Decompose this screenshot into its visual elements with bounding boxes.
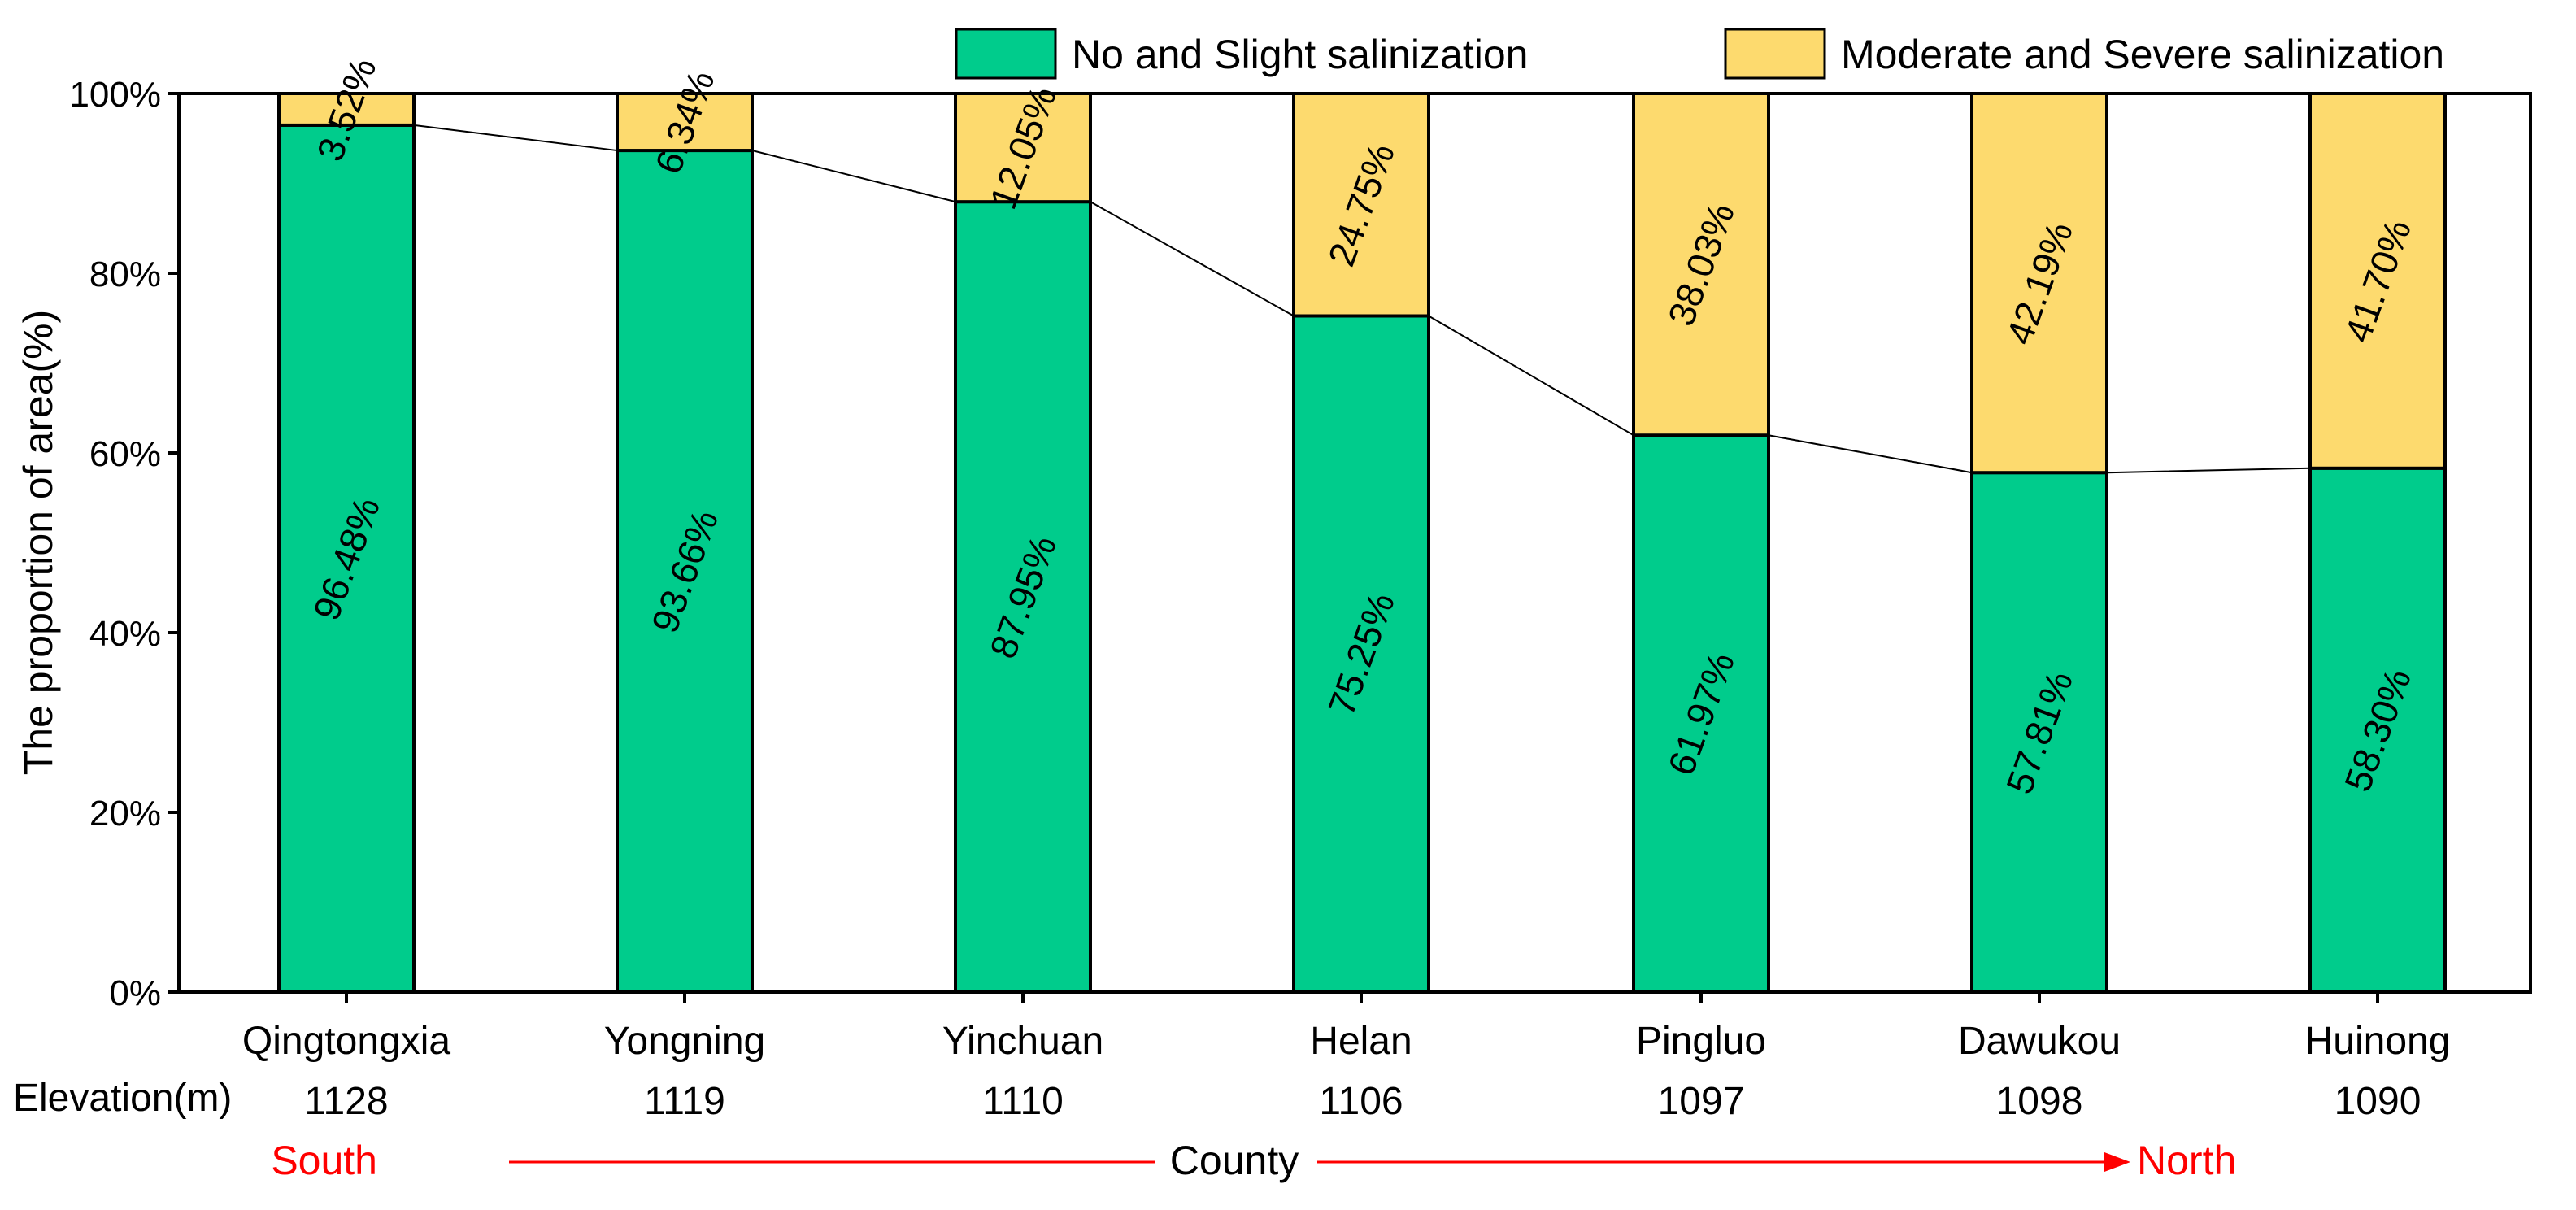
x-tick-label-3: Helan [1310, 1020, 1412, 1063]
x-tick-label-6: Huinong [2305, 1020, 2451, 1063]
elevation-value-0: 1128 [304, 1080, 388, 1123]
x-tick-label-2: Yinchuan [942, 1020, 1103, 1063]
elevation-value-1: 1119 [644, 1080, 725, 1123]
connector-line [413, 124, 2311, 474]
elevation-label: Elevation(m) [13, 1077, 232, 1120]
bar-moderate-severe-3 [1292, 92, 1430, 318]
direction-indicator: South County North [271, 1138, 2236, 1183]
elevation-value-6: 1090 [2334, 1080, 2422, 1123]
y-tick-label-5: 100% [69, 75, 161, 115]
x-axis-title: County [1170, 1138, 1299, 1183]
y-tick-label-3: 60% [89, 434, 161, 474]
x-axis: Qingtongxia 1128 Yongning 1119 Yinchuan 1110 H… [242, 992, 2450, 1123]
bar-moderate-severe-4 [1632, 92, 1770, 437]
bar-moderate-severe-1 [616, 92, 754, 153]
x-tick-label-4: Pingluo [1636, 1020, 1766, 1063]
direction-start-label: South [271, 1138, 377, 1183]
bar-no-slight-5 [1970, 471, 2108, 994]
elevation-value-3: 1106 [1319, 1080, 1403, 1123]
bar-moderate-severe-5 [1970, 92, 2108, 475]
y-tick-label-4: 80% [89, 255, 161, 294]
bar-moderate-severe-0 [277, 92, 416, 127]
legend-swatch-moderate-severe [1724, 28, 1826, 80]
direction-arrowhead [2104, 1152, 2130, 1172]
bar-no-slight-0 [277, 123, 416, 994]
x-tick-label-0: Qingtongxia [242, 1020, 450, 1063]
y-tick-label-0: 0% [109, 973, 161, 1013]
y-axis: 0% 20% 40% 60% 80% 100% [69, 75, 179, 1013]
bar-moderate-severe-2 [954, 92, 1092, 204]
y-axis-title: The proportion of area(%) [15, 310, 61, 776]
y-tick-label-1: 20% [89, 794, 161, 834]
legend-label-moderate-severe: Moderate and Severe salinization [1841, 32, 2444, 77]
x-tick-label-5: Dawukou [1958, 1020, 2121, 1063]
direction-end-label: North [2137, 1138, 2236, 1183]
y-tick-label-2: 40% [89, 614, 161, 654]
legend-label-no-slight: No and Slight salinization [1072, 32, 1528, 77]
connector-line-layer [413, 124, 2311, 474]
elevation-value-2: 1110 [982, 1080, 1064, 1123]
elevation-value-4: 1097 [1658, 1080, 1745, 1123]
x-tick-label-1: Yongning [604, 1020, 765, 1063]
plot-frame [177, 92, 2532, 994]
legend-swatch-no-slight [955, 28, 1057, 80]
legend: No and Slight salinization Moderate and … [955, 28, 2444, 80]
elevation-value-5: 1098 [1996, 1080, 2083, 1123]
